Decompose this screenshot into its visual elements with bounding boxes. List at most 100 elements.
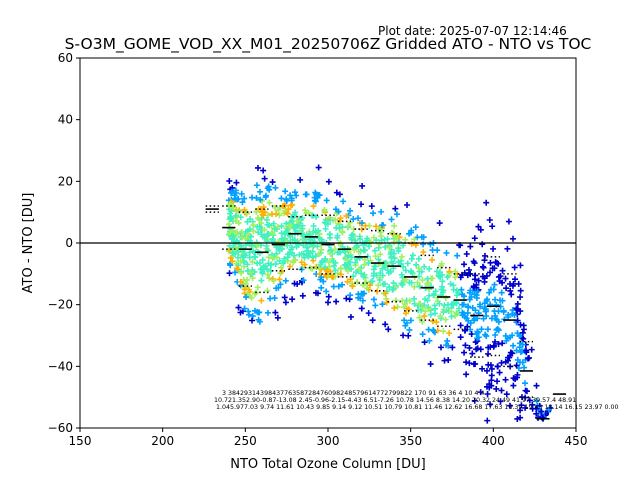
data-point <box>461 313 468 320</box>
data-point <box>482 331 489 338</box>
data-point <box>260 167 267 174</box>
data-point <box>230 227 237 234</box>
data-point <box>311 238 318 245</box>
data-point <box>382 290 389 297</box>
x-tick-label: 300 <box>317 434 340 448</box>
data-point <box>271 225 278 232</box>
data-point <box>419 318 426 325</box>
data-point <box>406 279 413 286</box>
data-point <box>487 259 494 266</box>
data-point <box>499 267 506 274</box>
data-point <box>298 266 305 273</box>
data-point <box>405 332 412 339</box>
data-point <box>266 199 273 206</box>
data-point <box>337 271 344 278</box>
data-point <box>330 283 337 290</box>
data-point <box>510 382 517 389</box>
data-point <box>294 281 301 288</box>
data-point <box>513 347 520 354</box>
data-point <box>420 241 427 248</box>
data-point <box>506 280 513 287</box>
data-point <box>395 258 402 265</box>
data-point <box>402 236 409 243</box>
data-point <box>357 236 364 243</box>
data-point <box>424 275 431 282</box>
data-point <box>315 164 322 171</box>
data-point <box>310 222 317 229</box>
data-point <box>270 277 277 284</box>
data-point <box>258 220 265 227</box>
data-point <box>427 241 434 248</box>
data-point <box>440 328 447 335</box>
data-point <box>420 249 427 256</box>
data-point <box>237 278 244 285</box>
data-point <box>244 276 251 283</box>
data-point <box>348 232 355 239</box>
data-point <box>244 261 251 268</box>
data-point <box>364 285 371 292</box>
data-point <box>295 222 302 229</box>
data-point <box>464 309 471 316</box>
data-point <box>489 223 496 230</box>
data-point <box>370 234 377 241</box>
data-point <box>459 301 466 308</box>
data-point <box>254 284 261 291</box>
y-tick-label: 60 <box>58 51 73 65</box>
data-point <box>335 283 342 290</box>
data-point <box>443 342 450 349</box>
data-point <box>269 230 276 237</box>
data-point <box>437 344 444 351</box>
data-point <box>408 240 415 247</box>
data-point <box>404 201 411 208</box>
data-point <box>317 276 324 283</box>
data-point <box>264 309 271 316</box>
data-point <box>454 252 461 259</box>
data-point <box>521 364 528 371</box>
data-point <box>313 213 320 220</box>
data-point <box>408 227 415 234</box>
data-point <box>282 299 289 306</box>
data-point <box>401 301 408 308</box>
data-point <box>463 251 470 258</box>
data-point <box>229 250 236 257</box>
stats-row-counts: 3 38429314398437763587284760982485796147… <box>222 390 484 397</box>
data-point <box>332 267 339 274</box>
data-point <box>419 331 426 338</box>
data-point <box>386 244 393 251</box>
data-point <box>343 213 350 220</box>
data-point <box>493 326 500 333</box>
data-point <box>291 224 298 231</box>
data-point <box>407 317 414 324</box>
data-point <box>533 382 540 389</box>
data-point <box>263 242 270 249</box>
data-point <box>360 273 367 280</box>
data-point <box>311 194 318 201</box>
data-point <box>517 407 524 414</box>
data-point <box>509 235 516 242</box>
data-point <box>505 314 512 321</box>
y-tick-label: −60 <box>48 421 73 435</box>
data-point <box>292 189 299 196</box>
data-point <box>251 307 258 314</box>
data-point <box>249 194 256 201</box>
data-point <box>517 287 524 294</box>
data-point <box>506 354 513 361</box>
data-point <box>492 259 499 266</box>
data-point <box>312 198 319 205</box>
data-point <box>361 247 368 254</box>
data-point <box>388 254 395 261</box>
data-point <box>300 250 307 257</box>
data-point <box>459 309 466 316</box>
data-point <box>362 222 369 229</box>
data-point <box>471 260 478 267</box>
data-point <box>475 223 482 230</box>
data-point <box>499 279 506 286</box>
data-point <box>391 222 398 229</box>
data-point <box>240 252 247 259</box>
data-point <box>398 253 405 260</box>
data-point <box>226 229 233 236</box>
data-point <box>492 296 499 303</box>
data-point <box>258 277 265 284</box>
data-point <box>276 212 283 219</box>
y-axis-ticks: −60 −40 −20 0 20 40 60 <box>48 51 80 435</box>
